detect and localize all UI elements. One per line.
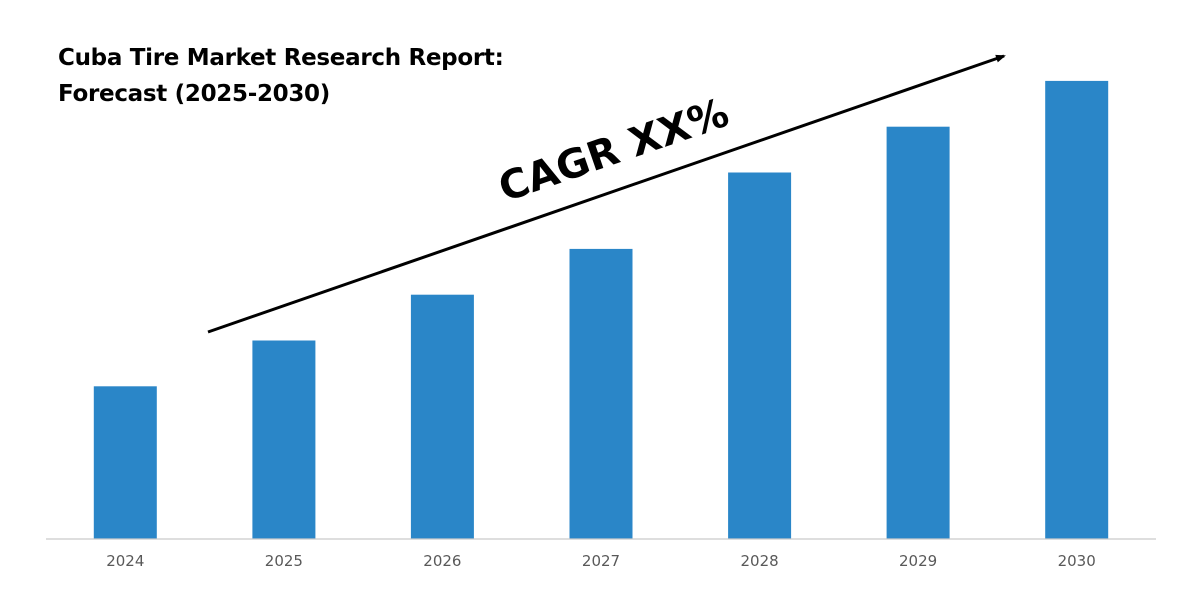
- x-tick-label: 2026: [423, 552, 461, 570]
- bar-2025: [252, 340, 316, 539]
- bar-2024: [93, 386, 157, 539]
- bar-2028: [728, 172, 792, 539]
- x-tick-label: 2030: [1058, 552, 1096, 570]
- chart-title-line2: Forecast (2025-2030): [58, 81, 330, 107]
- growth-arrow: [207, 54, 1006, 334]
- x-tick-label: 2025: [265, 552, 303, 570]
- bars-group: [93, 80, 1109, 540]
- chart-title: Cuba Tire Market Research Report: Foreca…: [58, 40, 504, 112]
- bar-2027: [569, 248, 633, 539]
- x-tick-label: 2029: [899, 552, 937, 570]
- x-tick-label: 2024: [106, 552, 144, 570]
- x-tick-label: 2028: [741, 552, 779, 570]
- x-tick-label: 2027: [582, 552, 620, 570]
- bar-2030: [1045, 80, 1109, 540]
- bar-2029: [886, 126, 950, 539]
- chart-title-line1: Cuba Tire Market Research Report:: [58, 45, 504, 71]
- bar-2026: [410, 294, 474, 539]
- x-tick-labels: 2024 2025 2026 2027 2028 2029 2030: [106, 552, 1096, 570]
- cagr-annotation: CAGR XX%: [493, 90, 735, 212]
